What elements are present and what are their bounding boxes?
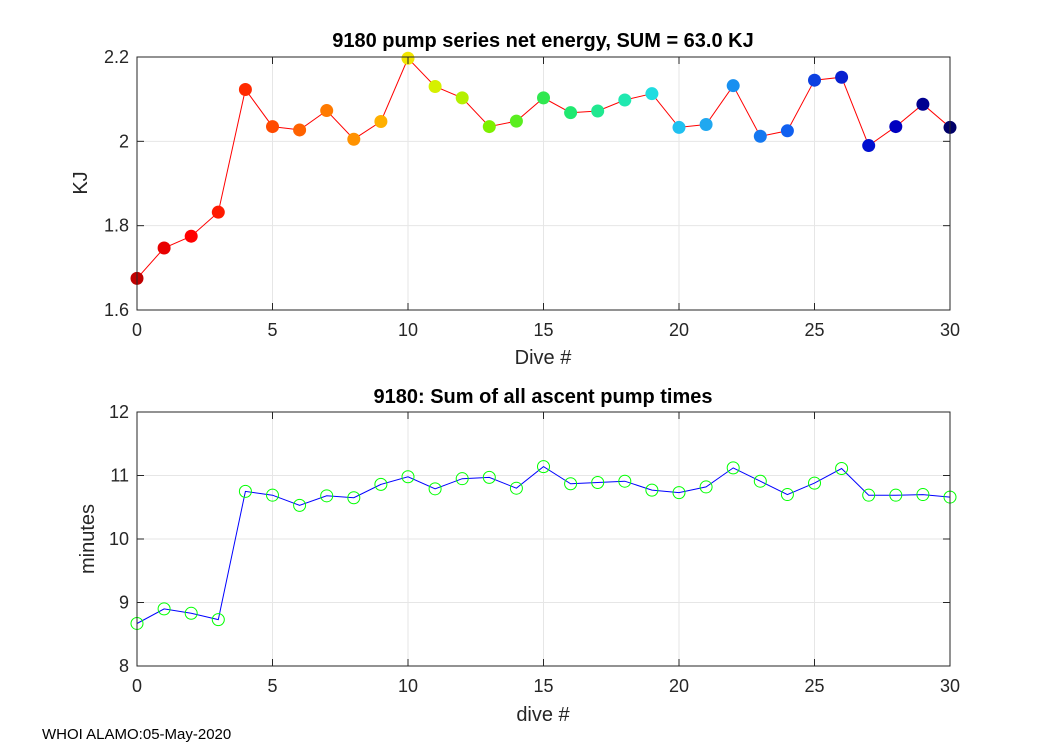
- energy-data-point: [889, 120, 903, 134]
- energy-data-point: [482, 120, 496, 134]
- pump-time-data-point: [672, 486, 686, 500]
- energy-data-point: [753, 129, 767, 143]
- energy-x-tick-label: 10: [398, 320, 418, 340]
- energy-data-point: [699, 117, 713, 131]
- energy-y-tick-label: 1.6: [104, 300, 129, 320]
- energy-data-point: [726, 79, 740, 93]
- pump-time-x-tick-label: 15: [533, 676, 553, 696]
- energy-data-point: [428, 80, 442, 94]
- energy-x-tick-label: 0: [132, 320, 142, 340]
- pump-time-data-point: [374, 477, 388, 491]
- pump-time-data-point: [211, 613, 225, 627]
- energy-x-tick-label: 25: [804, 320, 824, 340]
- energy-data-point: [618, 93, 632, 107]
- energy-y-tick-label: 2: [119, 131, 129, 151]
- energy-data-point: [157, 241, 171, 255]
- energy-chart-title: 9180 pump series net energy, SUM = 63.0 …: [332, 30, 753, 52]
- energy-data-point: [808, 73, 821, 87]
- pump-time-data-point: [835, 462, 849, 476]
- energy-data-point: [455, 91, 469, 105]
- pump-time-y-tick-label: 12: [109, 402, 129, 422]
- pump-time-x-tick-label: 5: [267, 676, 277, 696]
- pump-time-data-point: [564, 477, 578, 491]
- pump-time-y-axis-label: minutes: [77, 504, 99, 574]
- energy-x-tick-label: 20: [669, 320, 689, 340]
- energy-y-axis-label: KJ: [70, 171, 92, 194]
- pump-time-data-point: [726, 461, 740, 475]
- pump-time-data-point: [808, 476, 821, 490]
- pump-time-series-line: [136, 465, 951, 624]
- energy-data-point: [916, 97, 930, 111]
- pump-time-data-point: [753, 474, 767, 488]
- pump-time-data-point: [645, 483, 659, 497]
- pump-time-data-point: [184, 606, 198, 620]
- energy-data-point: [320, 104, 334, 118]
- pump-time-x-tick-label: 25: [804, 676, 824, 696]
- energy-data-point: [862, 139, 876, 153]
- pump-time-data-point: [401, 470, 415, 484]
- energy-chart: 0 5 10 15 20 25 30 1.6 1.8 2 2.2 9180 pump series …: [70, 30, 960, 369]
- energy-y-tick-label: 2.2: [104, 47, 129, 67]
- energy-x-axis-label: Dive #: [515, 347, 573, 369]
- pump-time-y-tick-label: 10: [109, 529, 129, 549]
- energy-data-point: [211, 205, 225, 219]
- pump-time-data-point: [293, 498, 307, 512]
- energy-x-tick-label: 30: [940, 320, 960, 340]
- energy-data-point: [672, 120, 686, 134]
- pump-time-data-point: [455, 472, 469, 486]
- pump-time-data-point: [699, 480, 713, 494]
- energy-data-point: [238, 82, 252, 96]
- pump-time-data-point: [916, 488, 930, 502]
- pump-time-data-point: [618, 474, 632, 488]
- pump-time-chart: 0 5 10 15 20 25 30 8 9 10 11 12 9180: Sum of all as…: [77, 386, 960, 726]
- pump-time-y-tick-label: 11: [110, 466, 129, 486]
- pump-time-x-tick-label: 20: [669, 676, 689, 696]
- pump-time-data-point: [347, 491, 361, 505]
- energy-data-point: [591, 104, 605, 118]
- pump-time-chart-title: 9180: Sum of all ascent pump times: [374, 386, 713, 408]
- pump-time-data-point: [780, 488, 794, 502]
- energy-data-point: [293, 123, 307, 137]
- pump-time-data-point: [591, 475, 605, 489]
- energy-x-tick-label: 5: [267, 320, 277, 340]
- pump-time-data-point: [157, 602, 171, 616]
- energy-data-point: [835, 70, 849, 84]
- pump-time-data-point: [238, 484, 252, 498]
- pump-time-y-tick-label: 9: [119, 593, 129, 613]
- pump-time-data-point: [509, 481, 523, 495]
- energy-data-point: [266, 120, 279, 134]
- pump-time-x-tick-label: 30: [940, 676, 960, 696]
- pump-time-x-axis-label: dive #: [516, 704, 570, 726]
- pump-time-x-tick-label: 0: [132, 676, 142, 696]
- pump-time-data-point: [889, 488, 903, 502]
- energy-data-point: [537, 91, 550, 105]
- energy-data-point: [509, 114, 523, 128]
- pump-time-data-point: [320, 489, 334, 503]
- pump-time-data-point: [862, 488, 876, 502]
- footer-credit: WHOI ALAMO:05-May-2020: [42, 726, 232, 743]
- energy-data-point: [374, 115, 388, 129]
- pump-time-x-tick-label: 10: [398, 676, 418, 696]
- energy-data-point: [780, 124, 794, 138]
- energy-data-point: [645, 87, 659, 101]
- energy-data-point: [347, 132, 361, 146]
- pump-time-data-point: [537, 460, 550, 474]
- energy-data-point: [564, 106, 578, 120]
- pump-time-data-point: [266, 488, 279, 502]
- pump-time-data-point: [428, 482, 442, 496]
- energy-data-point: [184, 229, 198, 243]
- pump-time-data-point: [482, 470, 496, 484]
- energy-x-tick-label: 15: [533, 320, 553, 340]
- energy-y-tick-label: 1.8: [104, 216, 129, 236]
- pump-time-y-tick-label: 8: [119, 656, 129, 676]
